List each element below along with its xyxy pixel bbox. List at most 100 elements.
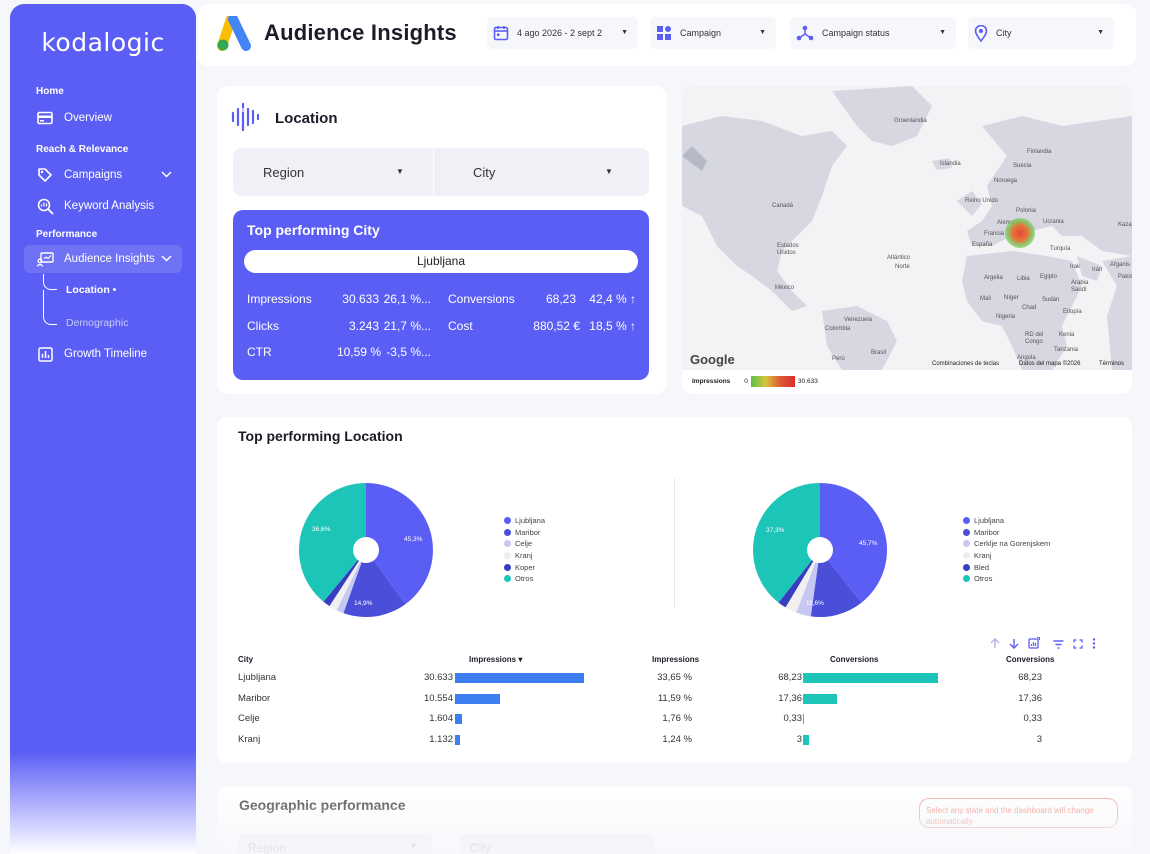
subnav-location[interactable]: Location • [66,284,117,296]
pie-slice-maribor[interactable] [810,550,862,618]
map-attribution-data: Datos del mapa ©2026 [1019,361,1081,367]
conversions-value-cell: 0,33 [1023,713,1043,724]
map-place-label: Turquía [1050,246,1071,252]
legend-item[interactable]: Kranj [504,550,545,562]
column-header-impressions-sorted[interactable]: Impressions ▾ [469,655,523,664]
pie-slice-ljubljana[interactable] [366,483,433,605]
legend-dot [963,575,970,583]
table-toolbar [990,636,1096,654]
caret-down-icon: ▼ [396,167,404,176]
map-place-label: Francia [984,231,1005,237]
legend-item[interactable]: Ljubljana [504,515,545,527]
chevron-down-icon[interactable] [161,253,172,265]
geo-region-label: Region [248,841,287,854]
fullscreen-icon[interactable] [1073,636,1083,654]
location-pin-icon [974,24,988,42]
sidebar-item-campaigns[interactable]: Campaigns [24,161,182,189]
metric-label: Clicks [247,319,279,333]
map-place-label: Brasil [871,350,887,356]
column-header-conversions[interactable]: Conversions [830,655,879,664]
heatmap-point[interactable] [1005,218,1035,248]
legend-item[interactable]: Otros [504,573,545,585]
legend-item[interactable]: Cerklje na Gorenjskem [963,538,1050,550]
map-place-label: Chad [1022,305,1037,311]
pie-slice-kranj[interactable] [329,550,366,611]
map-attribution-keys[interactable]: Combinaciones de teclas [932,361,1000,367]
sort-desc-icon[interactable] [1009,636,1019,654]
metric-value: 3.243 [348,319,379,333]
map-place-label: Kazajist [1118,222,1132,228]
column-header-conversions-value[interactable]: Conversions [1006,655,1055,664]
legend-item[interactable]: Ljubljana [963,515,1050,527]
legend-item[interactable]: Kranj [963,550,1050,562]
city-dropdown[interactable]: City ▼ [434,148,649,196]
kodalogic-logo[interactable]: kodalogic [41,28,165,57]
map-legend-label: Impressions [692,378,731,385]
divider [674,478,675,608]
region-dropdown[interactable]: Region ▼ [233,148,433,196]
map-place-label: Kenia [1059,332,1075,338]
map-place-label: Reino Unido [965,198,999,204]
world-map[interactable]: Groenlandia Islandia Finlandia Suecia Norueg… [682,86,1132,394]
map-place-label: Sudán [1042,297,1060,303]
subnav-demographic[interactable]: Demographic [66,317,129,329]
map-place-label: Congo [1025,339,1043,345]
metric-change: 18,5 % ↑ [589,319,636,333]
column-header-city[interactable]: City [238,655,254,664]
map-attribution-terms[interactable]: Términos [1099,361,1125,367]
pie-slice-bled[interactable] [778,550,821,608]
map-legend: Impressions 0 30.633 [692,376,818,387]
map-place-label: Irán [1092,267,1103,273]
campaign-filter[interactable]: Campaign ▼ [650,17,776,49]
city-filter[interactable]: City ▼ [968,17,1114,49]
map-canvas[interactable]: Groenlandia Islandia Finlandia Suecia Norueg… [682,86,1132,370]
pie-chart-conversions[interactable] [752,482,888,618]
sort-asc-icon[interactable] [990,636,1000,654]
legend-item[interactable]: Otros [963,573,1050,585]
legend-dot [963,563,970,571]
map-place-label: Groenlandia [894,118,927,124]
sidebar-item-growth-timeline[interactable]: Growth Timeline [24,340,182,368]
legend-item[interactable]: Bled [963,561,1050,573]
map-place-label: Etiopía [1063,309,1082,315]
sidebar-item-label: Keyword Analysis [64,200,155,212]
pie-slice-maribor[interactable] [343,550,406,618]
legend-item[interactable]: Koper [504,561,545,573]
grid-shapes-icon [656,25,672,41]
geo-region-dropdown[interactable]: Region ▼ [238,834,432,854]
pie-slice-otros[interactable] [298,483,366,602]
pie-slice-cerklje[interactable] [796,550,820,617]
sidebar-item-keyword-analysis[interactable]: Keyword Analysis [24,192,182,220]
sound-wave-icon [231,102,260,137]
date-range-filter[interactable]: 4 ago 2026 - 2 sept 2 ▼ [487,17,638,49]
map-place-label: Venezuela [844,317,873,323]
pie-label: 36,6% [312,526,331,533]
legend-dot [504,528,511,536]
caret-down-icon: ▼ [1097,29,1104,36]
city-cell: Celje [238,713,260,724]
location-filter-row: Region ▼ City ▼ [233,148,649,196]
pie-slice-koper[interactable] [323,550,367,607]
geo-city-dropdown[interactable]: City [460,834,654,854]
legend-item[interactable]: Maribor [504,527,545,539]
pie-slice-kranj[interactable] [785,550,821,613]
pie-slice-ljubljana[interactable] [820,483,888,603]
filter-icon[interactable] [1053,636,1064,654]
chevron-down-icon[interactable] [161,169,172,181]
metric-value: 880,52 € [533,319,580,333]
metric-value: 10,59 % [336,345,381,359]
sidebar-item-audience-insights[interactable]: Audience Insights [24,245,182,273]
pie-chart-impressions[interactable] [298,482,434,618]
legend-item[interactable]: Maribor [963,527,1050,539]
column-header-impressions-pct[interactable]: Impressions [652,655,700,664]
legend-dot [504,563,511,571]
sidebar-item-overview[interactable]: Overview [24,104,182,132]
campaign-status-filter[interactable]: Campaign status ▼ [790,17,956,49]
bar-chart-icon [36,345,54,363]
legend-item[interactable]: Celje [504,538,545,550]
pie-slice-celje[interactable] [336,550,366,614]
caret-down-icon: ▼ [410,843,417,850]
more-vert-icon[interactable] [1092,636,1096,654]
pie-slice-otros[interactable] [752,483,820,603]
export-chart-icon[interactable] [1028,636,1041,654]
